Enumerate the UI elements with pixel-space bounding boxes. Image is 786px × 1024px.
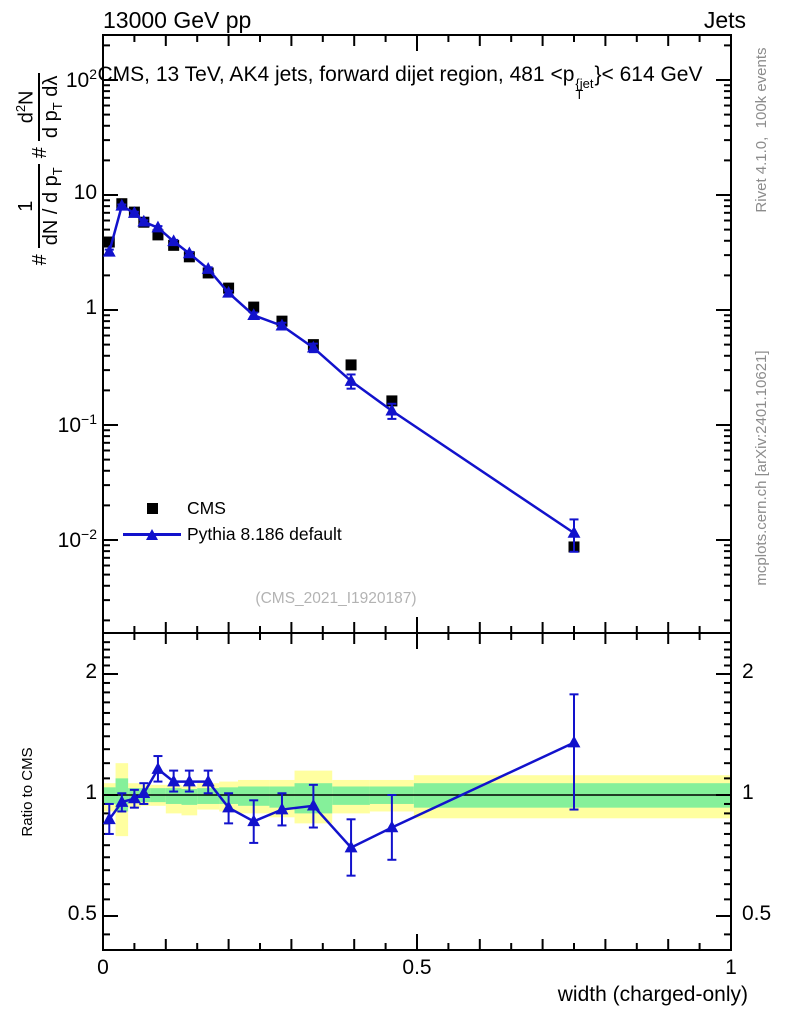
title-prefix: CMS, 13 TeV, AK4 jets, forward dijet reg… [97,63,575,86]
ratio-tick-label-left: 0.5 [67,902,97,925]
ratio-curve [102,693,581,877]
plot-title: CMS, 13 TeV, AK4 jets, forward dijet reg… [40,63,760,103]
axis-ticks [103,35,731,950]
ylabel-fraction-1: 1 dN / d pT [15,164,66,249]
title-sub: T [575,87,584,103]
title-pt-supsub: {jet T [575,76,594,103]
ylabel-fraction-2: d2N d pT dλ [13,72,67,142]
cms-square-marker-icon [123,495,181,521]
ratio-tick-label-left: 2 [85,660,97,683]
x-axis-label: width (charged-only) [557,983,748,1006]
legend: CMS Pythia 8.186 default [123,495,342,547]
ratio-tick-label-right: 1 [742,781,754,804]
ylabel-hash-1: # [28,254,51,266]
legend-item-cms: CMS [123,495,342,521]
ratio-uncertainty-bands [103,763,731,837]
y-axis-tick-label: 10 [73,181,97,204]
x-axis-tick-label: 1 [725,956,737,979]
analysis-watermark: (CMS_2021_I1920187) [255,590,417,607]
ratio-tick-label-left: 1 [85,781,97,804]
header-analysis-group: Jets [703,7,746,33]
x-axis-tick-label: 0.5 [402,956,432,979]
title-suffix: }< 614 GeV [594,63,703,86]
legend-item-pythia: Pythia 8.186 default [123,521,342,547]
y-axis-label: # 1 dN / d pT # d2N d pT dλ [3,22,77,322]
pythia-triangle-line-marker-icon [123,521,181,547]
y-axis-tick-label: 1 [85,296,97,319]
ratio-axis-label: Ratio to CMS [19,747,36,837]
x-axis-tick-label: 0 [97,956,109,979]
y-axis-tick-label: 102 [65,66,97,92]
title-sup: {jet [575,76,594,91]
pythia-curve [102,198,581,553]
y-axis-tick-label: 10−1 [57,411,97,437]
mcplots-arxiv-note: mcplots.cern.ch [arXiv:2401.10621] [753,350,770,586]
header-beam-energy: 13000 GeV pp [103,7,252,33]
ylabel-hash-2: # [28,147,51,159]
ratio-tick-label-right: 0.5 [742,902,772,925]
legend-label-pythia: Pythia 8.186 default [187,523,342,544]
legend-label-cms: CMS [187,497,226,518]
y-axis-tick-label: 10−2 [57,526,97,552]
rivet-version-note: Rivet 4.1.0, 100k events [753,47,770,213]
ratio-tick-label-right: 2 [742,660,754,683]
